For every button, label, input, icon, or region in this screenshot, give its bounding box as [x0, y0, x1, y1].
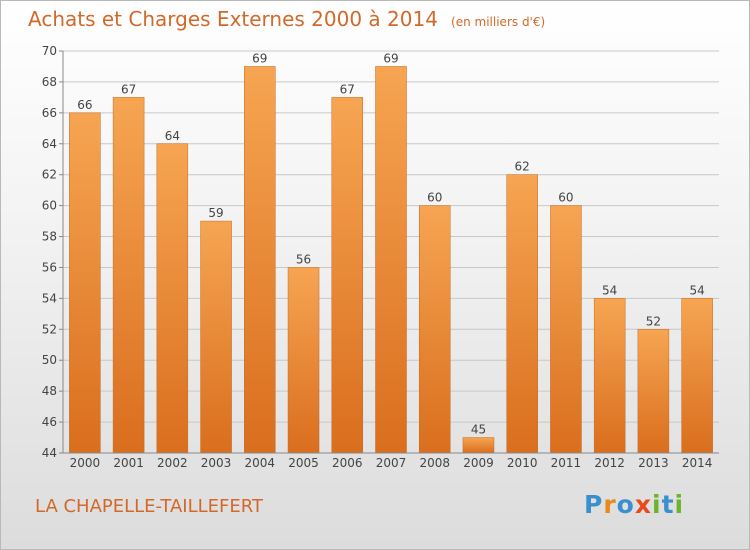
bar-value-label: 67: [340, 82, 355, 96]
bar-value-label: 54: [602, 283, 617, 297]
bar-value-label: 64: [165, 129, 180, 143]
x-tick-label: 2007: [376, 456, 407, 470]
logo-letter: P: [584, 490, 604, 519]
y-tick-label: 70: [42, 44, 57, 58]
logo-letter: x: [634, 490, 652, 519]
x-tick-label: 2005: [288, 456, 319, 470]
x-tick-label: 2000: [70, 456, 101, 470]
bar: [593, 298, 626, 454]
bar: [506, 174, 538, 454]
y-tick-label: 54: [42, 291, 57, 305]
bar: [244, 66, 276, 454]
bars: 66 67 64 59 69 56 67 69 60 45 62 60 54 52 54: [69, 51, 713, 454]
x-tick-label: 2012: [594, 456, 625, 470]
bar: [637, 329, 670, 454]
bar-value-label: 56: [296, 252, 311, 266]
bar-value-label: 66: [77, 98, 92, 112]
bar-value-label: 69: [383, 51, 398, 65]
chart-title: Achats et Charges Externes 2000 à 2014 (…: [28, 7, 545, 31]
logo-letter: t: [661, 490, 675, 519]
x-tick-label: 2009: [463, 456, 494, 470]
bar-value-label: 69: [252, 51, 267, 65]
logo-letter: i: [652, 490, 662, 519]
bar-value-label: 62: [515, 160, 530, 174]
bar-value-label: 60: [427, 191, 442, 205]
commune-name: LA CHAPELLE-TAILLEFERT: [35, 496, 263, 517]
bar-value-label: 59: [208, 206, 223, 220]
y-tick-label: 62: [42, 168, 57, 182]
x-axis: 2000 2001 2002 2003 2004 2005 2006 2007 2008 2009…: [63, 452, 719, 470]
y-tick-label: 50: [42, 353, 57, 367]
proxiti-logo: Proxiti: [584, 490, 684, 519]
x-tick-label: 2011: [551, 456, 582, 470]
x-tick-label: 2008: [419, 456, 450, 470]
bar-value-label: 67: [121, 82, 136, 96]
bar: [69, 112, 101, 454]
y-tick-label: 66: [42, 106, 57, 120]
y-tick-label: 56: [42, 260, 57, 274]
bar-value-label: 45: [471, 423, 486, 437]
logo-letter: o: [616, 490, 635, 519]
title-text: Achats et Charges Externes 2000 à 2014: [28, 7, 438, 31]
bar: [418, 205, 451, 454]
x-tick-label: 2004: [245, 456, 276, 470]
x-tick-label: 2001: [113, 456, 144, 470]
bar: [287, 267, 320, 454]
bar: [112, 97, 145, 454]
bar-value-label: 60: [558, 191, 573, 205]
y-tick-label: 68: [42, 75, 57, 89]
bar: [375, 66, 407, 454]
x-tick-label: 2013: [638, 456, 669, 470]
logo-letter: r: [603, 490, 617, 519]
bar: [331, 97, 364, 454]
x-tick-label: 2010: [507, 456, 538, 470]
x-tick-label: 2002: [157, 456, 188, 470]
bar: [200, 220, 232, 454]
y-tick-label: 64: [42, 137, 57, 151]
bar-value-label: 52: [646, 314, 661, 328]
y-tick-label: 44: [42, 446, 57, 460]
y-tick-label: 46: [42, 415, 57, 429]
x-tick-label: 2003: [201, 456, 232, 470]
bar: [462, 437, 495, 454]
y-tick-label: 58: [42, 230, 57, 244]
logo-letter: i: [674, 490, 685, 519]
x-tick-label: 2014: [682, 456, 713, 470]
y-tick-label: 48: [42, 384, 57, 398]
unit-text: (en milliers d'€): [451, 15, 546, 29]
x-tick-label: 2006: [332, 456, 363, 470]
bar: [550, 205, 582, 454]
y-axis: 44 46 48 50 52 54 56 58 60 62 64 66 68 70: [42, 44, 64, 460]
bar: [681, 298, 713, 454]
y-tick-label: 52: [42, 322, 57, 336]
y-tick-label: 60: [42, 199, 57, 213]
bar: [156, 143, 189, 454]
bar-value-label: 54: [689, 283, 704, 297]
